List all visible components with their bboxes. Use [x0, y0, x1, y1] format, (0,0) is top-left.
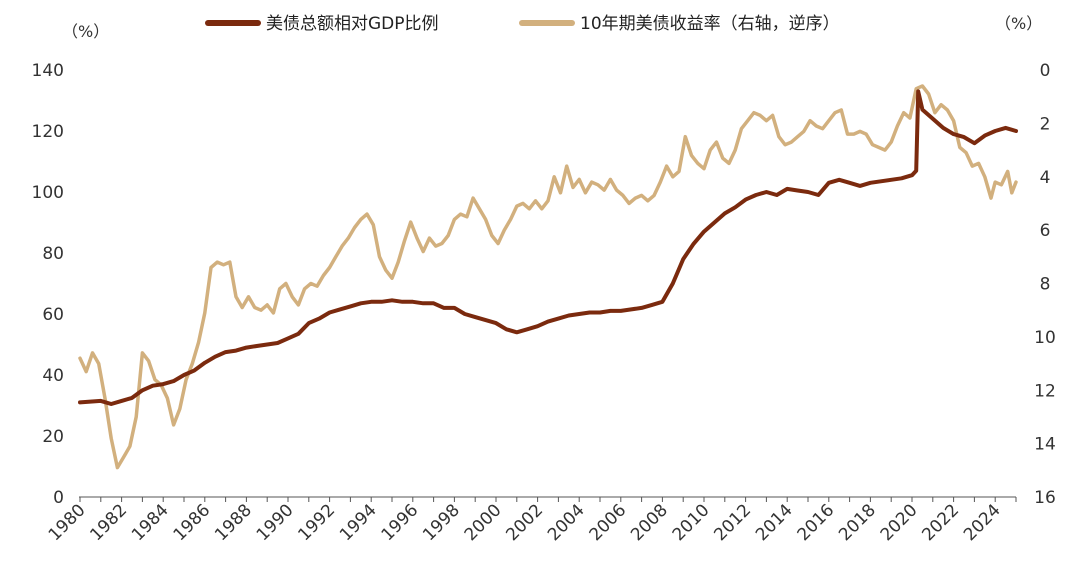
x-axis-tick-label: 1990: [253, 500, 298, 545]
left-axis-tick-label: 120: [32, 122, 64, 142]
legend-label-debt-to-gdp: 美债总额相对GDP比例: [266, 14, 439, 34]
left-axis-tick-label: 80: [42, 244, 64, 264]
left-axis-unit-label: （%）: [62, 22, 109, 41]
legend-item-10y-yield[interactable]: 10年期美债收益率（右轴，逆序）: [519, 14, 840, 34]
right-axis-tick-label: 16: [1034, 488, 1056, 508]
x-axis-tick-label: 2004: [544, 500, 589, 545]
left-axis-tick-label: 60: [42, 305, 64, 325]
left-axis-tick-label: 40: [42, 366, 64, 386]
x-axis-tick-label: 2014: [752, 500, 797, 545]
right-axis-tick-label: 2: [1040, 114, 1051, 134]
x-axis-tick-label: 2010: [669, 500, 714, 545]
left-axis-tick-label: 100: [32, 183, 64, 203]
left-axis-tick-label: 20: [42, 427, 64, 447]
series-line-10y-yield: [78, 84, 1018, 470]
series-layer: [78, 84, 1018, 470]
x-axis-tick-label: 1984: [128, 500, 173, 545]
x-axis-tick-label: 2018: [835, 500, 880, 545]
x-axis-tick-label: 2024: [960, 500, 1005, 545]
right-axis-ticks: 0 2 4 6 8 10 12 14 16: [1034, 61, 1056, 508]
legend-label-10y-yield: 10年期美债收益率（右轴，逆序）: [580, 14, 840, 34]
x-axis-ticks: 1980198219841986198819901992199419961998…: [45, 497, 1017, 545]
x-axis-tick-label: 1992: [294, 500, 339, 545]
x-axis-tick-label: 1982: [86, 500, 131, 545]
left-axis-ticks: 0 20 40 60 80 100 120 140: [32, 61, 64, 508]
right-axis-tick-label: 4: [1040, 168, 1051, 188]
x-axis-tick-label: 2016: [794, 500, 839, 545]
right-axis-unit-label: （%）: [995, 14, 1042, 33]
x-axis-tick-label: 1986: [170, 500, 215, 545]
right-axis-tick-label: 14: [1034, 435, 1056, 455]
x-axis-tick-label: 2002: [502, 500, 547, 545]
x-axis-tick-label: 1996: [378, 500, 423, 545]
series-line-debt-to-gdp: [78, 89, 1018, 406]
left-axis-tick-label: 0: [53, 488, 64, 508]
x-axis-tick-label: 2006: [586, 500, 631, 545]
x-axis-tick-label: 2008: [627, 500, 672, 545]
x-axis-tick-label: 1980: [45, 500, 90, 545]
right-axis-tick-label: 12: [1034, 381, 1056, 401]
left-axis-tick-label: 140: [32, 61, 64, 81]
legend-item-debt-to-gdp[interactable]: 美债总额相对GDP比例: [205, 14, 439, 34]
right-axis-tick-label: 10: [1034, 328, 1056, 348]
x-axis-tick-label: 1994: [336, 500, 381, 545]
legend: 美债总额相对GDP比例 10年期美债收益率（右轴，逆序）: [205, 14, 840, 34]
x-axis-tick-label: 2020: [877, 500, 922, 545]
x-axis-tick-label: 2000: [461, 500, 506, 545]
x-axis-tick-label: 1988: [211, 500, 256, 545]
x-axis-tick-label: 1998: [419, 500, 464, 545]
right-axis-tick-label: 8: [1040, 275, 1051, 295]
right-axis-tick-label: 0: [1040, 61, 1051, 81]
x-axis-tick-label: 2012: [710, 500, 755, 545]
right-axis-tick-label: 6: [1040, 221, 1051, 241]
x-axis-tick-label: 2022: [918, 500, 963, 545]
